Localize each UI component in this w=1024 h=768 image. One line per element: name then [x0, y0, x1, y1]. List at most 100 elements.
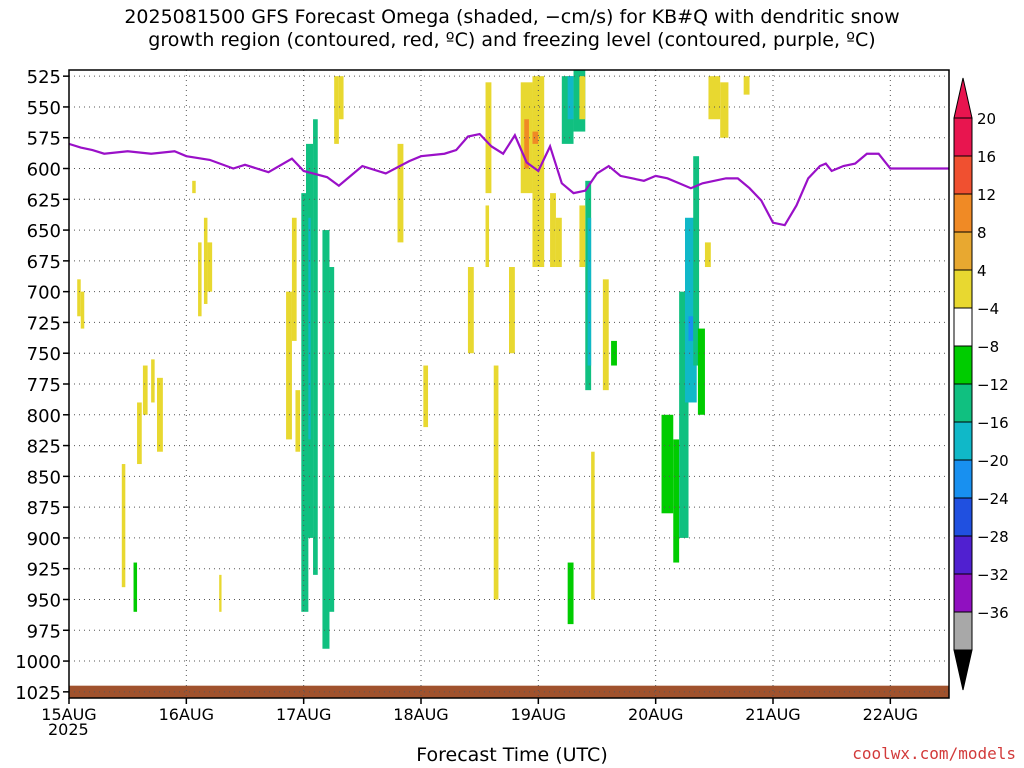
omega-cell-47 — [567, 562, 574, 625]
omega-cell-22 — [334, 76, 339, 144]
colorbar-swatch-6 — [953, 345, 973, 385]
omega-cell-45 — [602, 279, 609, 391]
y-tick-label-19: 1000 — [15, 652, 61, 673]
colorbar-swatch-0 — [953, 117, 973, 157]
colorbar-label-6: −8 — [977, 338, 999, 356]
omega-cell-30 — [509, 267, 515, 354]
y-tick-label-17: 950 — [27, 590, 61, 611]
colorbar-swatch-10 — [953, 497, 973, 537]
omega-cell-8 — [192, 180, 196, 194]
x-tick-label-6: 21AUG — [745, 705, 800, 724]
colorbar-swatch-12 — [953, 573, 973, 613]
y-tick-label-15: 900 — [27, 529, 61, 550]
omega-cell-58 — [743, 76, 750, 95]
colorbar-swatch-8 — [953, 421, 973, 461]
omega-cell-51 — [685, 217, 697, 403]
colorbar-top-arrow — [953, 77, 973, 119]
omega-cell-27 — [485, 82, 492, 194]
colorbar-bottom-arrow — [953, 649, 973, 691]
colorbar-swatch-2 — [953, 193, 973, 233]
omega-cell-18 — [308, 217, 311, 440]
omega-cell-20 — [322, 230, 330, 649]
y-tick-label-20: 1025 — [15, 683, 61, 704]
y-tick-label-16: 925 — [27, 560, 61, 581]
omega-cell-11 — [207, 242, 213, 292]
y-tick-label-1: 550 — [27, 98, 61, 119]
colorbar-swatch-7 — [953, 383, 973, 423]
omega-cell-10 — [203, 217, 208, 304]
omega-cell-19 — [313, 119, 318, 575]
omega-cell-3 — [133, 562, 138, 612]
credit-link[interactable]: coolwx.com/models — [852, 744, 1016, 763]
x-tick-label-5: 20AUG — [628, 705, 683, 724]
omega-cell-35 — [550, 193, 556, 268]
colorbar-label-13: −36 — [977, 604, 1009, 622]
year-label: 2025 — [48, 720, 89, 739]
omega-cell-12 — [219, 574, 222, 612]
colorbar: 20 16 12 8 4 −4 −8 −12 −16 −20 −24 −28 −32 −36 — [953, 77, 1009, 691]
y-tick-label-14: 875 — [27, 498, 61, 519]
colorbar-swatch-9 — [953, 459, 973, 499]
x-tick-label-3: 18AUG — [393, 705, 448, 724]
y-tick-label-9: 750 — [27, 344, 61, 365]
omega-cell-15 — [295, 390, 301, 452]
colorbar-swatch-13 — [953, 611, 973, 651]
y-axis-ticks: 525 550 575 600 625 650 675 700 725 750 775 800 825 8… — [15, 67, 69, 704]
omega-cell-13 — [286, 291, 292, 440]
colorbar-label-2: 12 — [977, 186, 996, 204]
y-tick-label-7: 700 — [27, 283, 61, 304]
colorbar-label-12: −32 — [977, 566, 1009, 584]
omega-cell-50 — [679, 291, 689, 538]
colorbar-label-8: −16 — [977, 414, 1009, 432]
omega-cell-55 — [704, 242, 711, 268]
omega-cell-6 — [151, 359, 155, 403]
omega-cell-38 — [567, 76, 574, 120]
colorbar-swatch-1 — [953, 155, 973, 195]
omega-cell-14 — [291, 217, 297, 341]
omega-cell-28 — [485, 205, 490, 268]
omega-cell-53 — [693, 156, 700, 366]
omega-cell-49 — [673, 439, 680, 563]
omega-cell-40 — [579, 76, 586, 120]
x-tick-label-2: 17AUG — [276, 705, 331, 724]
colorbar-label-11: −28 — [977, 528, 1009, 546]
title-line-2: growth region (contoured, red, ºC) and f… — [148, 29, 876, 51]
omega-cell-0 — [77, 279, 81, 317]
omega-cell-5 — [137, 402, 142, 465]
colorbar-label-3: 8 — [977, 224, 987, 242]
omega-cell-1 — [80, 291, 85, 329]
title-line-1: 2025081500 GFS Forecast Omega (shaded, −… — [124, 6, 900, 28]
colorbar-label-1: 16 — [977, 148, 996, 166]
colorbar-label-4: 4 — [977, 262, 987, 280]
x-tick-label-0: 15AUG — [41, 705, 96, 724]
y-tick-label-2: 575 — [27, 129, 61, 150]
omega-cell-9 — [198, 242, 202, 317]
colorbar-label-9: −20 — [977, 452, 1009, 470]
omega-cell-26 — [467, 267, 474, 354]
x-tick-label-1: 16AUG — [159, 705, 214, 724]
omega-cell-21 — [329, 267, 335, 612]
y-tick-label-0: 525 — [27, 67, 61, 88]
omega-cell-32 — [524, 119, 529, 169]
grid-lines — [69, 70, 949, 698]
freezing-level-line — [68, 132, 949, 227]
omega-cell-24 — [397, 143, 404, 243]
omega-cell-37 — [561, 76, 574, 144]
y-tick-label-6: 675 — [27, 252, 61, 273]
colorbar-swatch-3 — [953, 231, 973, 271]
y-tick-label-4: 625 — [27, 190, 61, 211]
omega-cell-52 — [688, 316, 694, 341]
omega-cell-4 — [142, 365, 148, 415]
y-tick-label-3: 600 — [27, 160, 61, 181]
omega-shading — [77, 70, 750, 649]
omega-cell-36 — [555, 217, 562, 268]
omega-cell-25 — [423, 365, 429, 428]
x-axis-label: Forecast Time (UTC) — [416, 744, 608, 766]
omega-cell-29 — [493, 365, 499, 600]
omega-cell-57 — [720, 82, 729, 138]
colorbar-swatch-4 — [953, 269, 973, 309]
colorbar-label-10: −24 — [977, 490, 1009, 508]
y-tick-label-10: 775 — [27, 375, 61, 396]
omega-cell-16 — [301, 193, 309, 612]
